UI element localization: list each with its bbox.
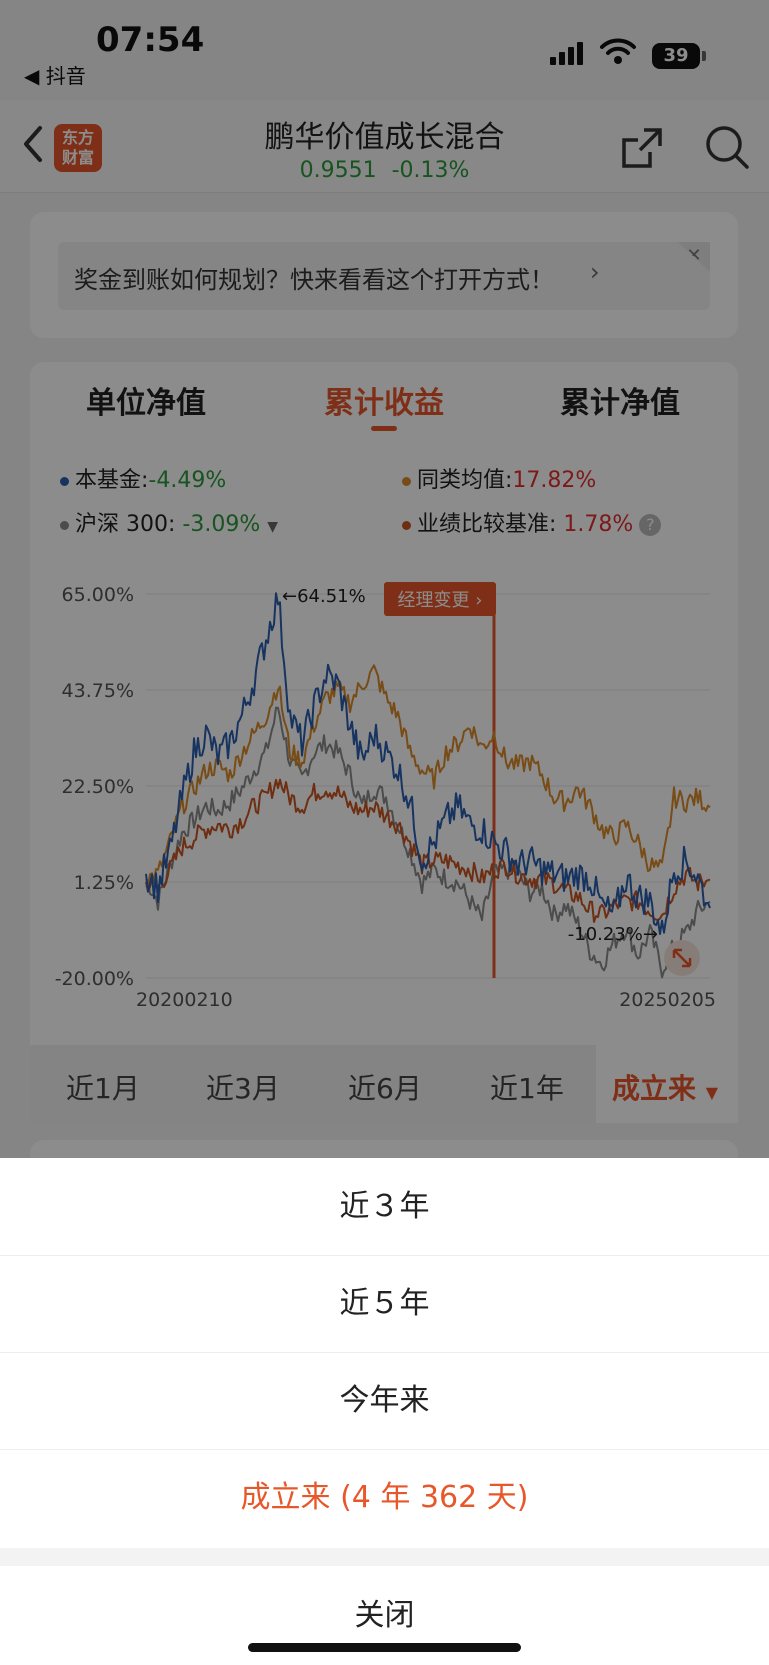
manager-change-badge — [384, 582, 496, 616]
period-active-bg — [596, 1045, 738, 1123]
share-icon[interactable] — [620, 126, 664, 170]
nav-change: -0.13% — [391, 158, 470, 183]
page-title: 鹏华价值成长混合 — [264, 120, 505, 155]
back-to-app-link[interactable]: ◀ 抖音 — [24, 64, 86, 88]
period-action-sheet: 近３年 近５年 今年来 成立来 (4 年 362 天) 关闭 — [0, 1158, 769, 1665]
period-1y[interactable]: 近1年 — [490, 1072, 564, 1105]
logo-text-bottom: 财富 — [61, 148, 94, 167]
nav-value: 0.9551 — [299, 158, 377, 183]
max-annotation: ←64.51% — [282, 586, 366, 607]
wifi-icon — [600, 38, 636, 64]
min-annotation: -10.23%→ — [568, 924, 658, 945]
series-line-1 — [145, 664, 711, 889]
legend-hs300[interactable]: 沪深 300: -3.09% ▼ — [60, 506, 278, 538]
battery-icon: 39 — [652, 43, 706, 69]
tab-unit-nav[interactable]: 单位净值 — [86, 386, 206, 421]
period-6m[interactable]: 近6月 — [348, 1072, 422, 1105]
caret-down-icon: ▼ — [705, 1083, 719, 1102]
legend-dot-fund — [60, 476, 69, 486]
period-since-inception[interactable]: 成立来 ▼ — [612, 1067, 718, 1107]
sheet-divider — [0, 1548, 769, 1566]
option-ytd[interactable]: 今年来 — [0, 1352, 769, 1450]
option-since-inception[interactable]: 成立来 (4 年 362 天) — [240, 1480, 529, 1515]
search-icon[interactable] — [704, 124, 750, 170]
x-tick-label-start: 20200210 — [136, 989, 233, 1011]
series-line-2 — [145, 706, 711, 979]
expand-icon — [672, 948, 692, 968]
chevron-right-icon: › — [590, 258, 600, 286]
legend-hs300-label: 沪深 300: — [75, 512, 176, 537]
legend-peer-label: 同类均值: — [417, 468, 513, 493]
option-3y[interactable]: 近３年 — [0, 1158, 769, 1256]
signal-icon — [550, 42, 586, 65]
status-time: 07:54 — [96, 20, 205, 60]
manager-change-label: 经理变更 › — [398, 590, 483, 611]
tab-cumulative-return[interactable]: 累计收益 — [324, 386, 444, 421]
period-3m[interactable]: 近3月 — [206, 1072, 280, 1105]
x-tick-label-end: 20250205 — [619, 989, 716, 1011]
chart-card — [30, 362, 738, 1122]
dropdown-triangle-icon: ▼ — [267, 519, 279, 535]
legend-benchmark-label: 业绩比较基准: — [417, 512, 557, 537]
tab-underline — [371, 426, 397, 431]
legend-peer: 同类均值:17.82% — [402, 462, 596, 494]
modal-overlay[interactable] — [0, 0, 769, 1158]
back-arrow-icon[interactable] — [18, 124, 48, 164]
legend-fund: 本基金:-4.49% — [60, 462, 226, 494]
eastmoney-logo: 东方 财富 — [54, 124, 102, 172]
period-since-inception-label: 成立来 — [612, 1072, 697, 1105]
legend-dot-peer — [402, 476, 411, 486]
y-tick-label: -20.00% — [55, 968, 134, 990]
nav-subtitle: 0.9551 -0.13% — [0, 158, 769, 183]
return-chart[interactable]: 65.00% 43.75% 22.50% 1.25% -20.00%20200210 20… — [0, 570, 769, 1020]
legend-peer-value: 17.82% — [512, 468, 597, 493]
legend-benchmark: 业绩比较基准: 1.78%? — [402, 506, 662, 538]
y-tick-label: 43.75% — [62, 680, 134, 702]
legend-benchmark-value: 1.78% — [563, 512, 634, 537]
close-button[interactable]: 关闭 — [354, 1598, 415, 1633]
help-icon[interactable]: ? — [639, 514, 662, 536]
promo-banner[interactable]: 奖金到账如何规划？快来看看这个打开方式！ › ✕ — [58, 242, 710, 310]
y-tick-label: 22.50% — [62, 776, 134, 798]
period-1m[interactable]: 近1月 — [66, 1072, 140, 1105]
tab-cumulative-nav[interactable]: 累计净值 — [560, 386, 680, 421]
status-bar: 07:54 ◀ 抖音 39 — [0, 0, 769, 100]
legend-fund-label: 本基金: — [75, 468, 149, 493]
nav-bar: 东方 财富 鹏华价值成长混合 0.9551 -0.13% — [0, 100, 769, 193]
logo-text-top: 东方 — [61, 128, 94, 147]
legend-hs300-value: -3.09% — [182, 512, 261, 537]
option-5y[interactable]: 近５年 — [0, 1255, 769, 1353]
legend-dot-hs300 — [60, 520, 69, 530]
legend-dot-benchmark — [402, 520, 411, 530]
promo-text: 奖金到账如何规划？快来看看这个打开方式！ — [74, 266, 554, 294]
home-indicator — [248, 1643, 521, 1652]
legend-fund-value: -4.49% — [148, 468, 227, 493]
y-tick-label: 1.25% — [74, 872, 134, 894]
series-line-0 — [145, 592, 711, 935]
period-selector: 近1月 近3月 近6月 近1年 成立来 ▼ — [30, 1045, 738, 1123]
y-tick-label: 65.00% — [62, 584, 134, 606]
